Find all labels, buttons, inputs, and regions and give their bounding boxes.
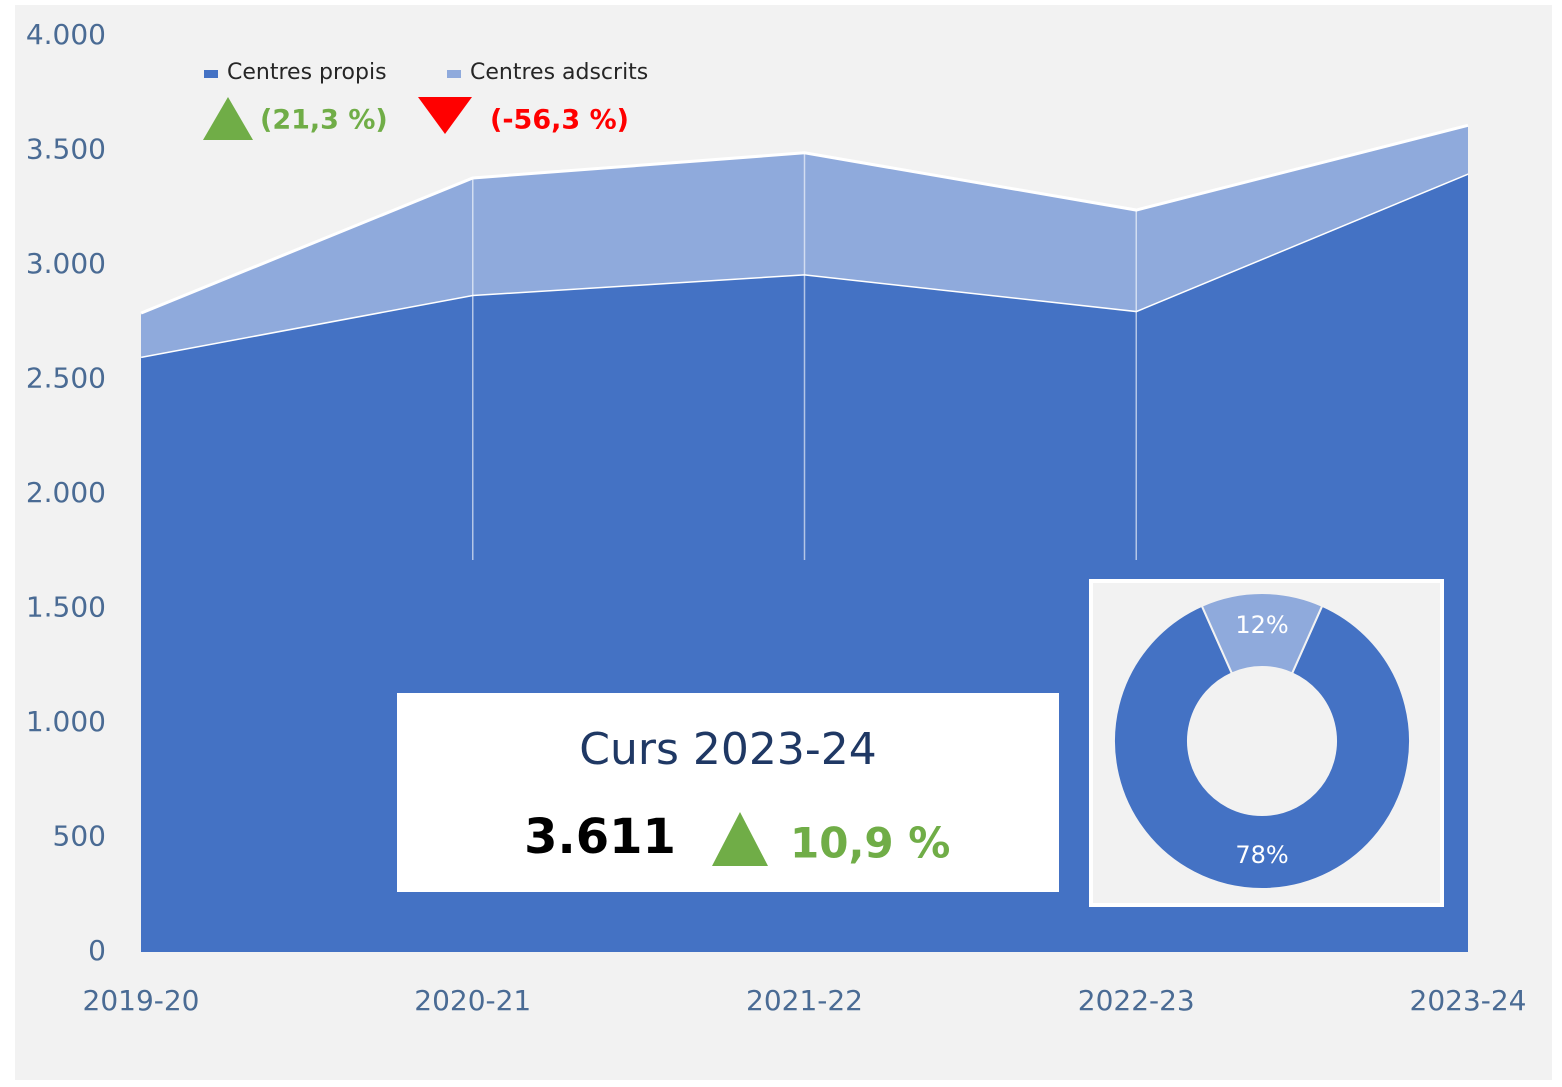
y-tick-label: 2.000 <box>26 476 106 509</box>
kpi-title: Curs 2023-24 <box>579 724 876 775</box>
y-tick-label: 2.500 <box>26 362 106 395</box>
change-marker <box>203 97 253 140</box>
change-marker <box>418 97 472 134</box>
y-tick-label: 0 <box>88 934 106 967</box>
y-tick-label: 3.000 <box>26 247 106 280</box>
x-tick-label: 2022-23 <box>1078 984 1195 1017</box>
legend-label: Centres propis <box>227 60 387 85</box>
donut-slice <box>1200 592 1324 675</box>
y-tick-label: 3.500 <box>26 133 106 166</box>
y-tick-label: 4.000 <box>26 18 106 51</box>
x-tick-label: 2020-21 <box>414 984 531 1017</box>
x-tick-label: 2021-22 <box>746 984 863 1017</box>
x-tick-label: 2023-24 <box>1410 984 1527 1017</box>
y-tick-label: 1.000 <box>26 705 106 738</box>
annotation: (-56,3 %) <box>490 105 629 136</box>
y-tick-label: 1.500 <box>26 591 106 624</box>
y-tick-label: 500 <box>53 820 106 853</box>
kpi-change: 10,9 % <box>790 819 950 868</box>
kpi-marker <box>712 812 768 866</box>
legend-swatch <box>447 70 461 78</box>
kpi-value: 3.611 <box>524 809 676 865</box>
donut-label: 78% <box>1235 841 1288 869</box>
legend-label: Centres adscrits <box>470 60 648 85</box>
legend-swatch <box>204 70 218 78</box>
annotation: (21,3 %) <box>260 105 388 136</box>
x-tick-label: 2019-20 <box>83 984 200 1017</box>
donut-slice <box>1113 604 1411 890</box>
donut-label: 12% <box>1235 611 1288 639</box>
